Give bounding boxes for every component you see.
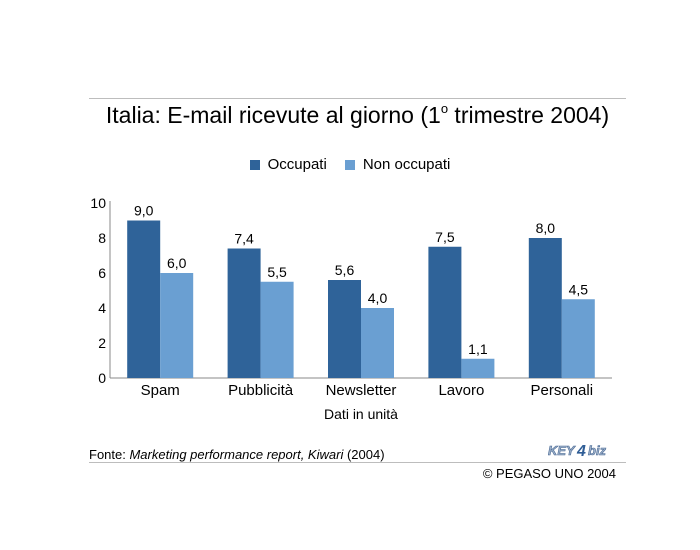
data-label: 7,4 [234, 231, 254, 247]
y-tick-label: 0 [98, 370, 106, 386]
category-label: Personali [531, 382, 594, 399]
data-label: 9,0 [134, 203, 154, 219]
legend-swatch-occupati [249, 160, 260, 170]
legend-label-occupati: Occupati [267, 156, 327, 173]
category-label: Pubblicità [228, 382, 294, 399]
svg-text:KEY: KEY [548, 443, 576, 458]
y-tick-label: 4 [98, 300, 106, 316]
data-label: 4,5 [569, 281, 589, 297]
legend-label-non-occupati: Non occupati [362, 156, 451, 173]
y-tick-label: 8 [98, 230, 106, 246]
svg-text:biz: biz [588, 443, 607, 458]
data-label: 8,0 [536, 220, 556, 236]
bottom-rule [89, 462, 626, 463]
source-note: Fonte: Marketing performance report, Kiw… [89, 447, 385, 462]
legend: Occupati Non occupati [0, 155, 700, 175]
legend-item-occupati: Occupati [249, 155, 327, 175]
bar-non-occupati [260, 281, 294, 378]
bar-non-occupati [361, 308, 394, 378]
bar-non-occupati [160, 273, 194, 378]
bar-chart: 0 2 4 6 8 10 9,0 6,0 Spam 7,4 5,5 Pubblicità 5,6 4,0 N… [90, 195, 612, 422]
category-label: Lavoro [438, 382, 484, 399]
key4biz-logo: KEY 4 biz [548, 443, 607, 460]
y-tick-label: 6 [98, 265, 106, 281]
bar-occupati [328, 280, 361, 378]
y-tick-label: 2 [98, 335, 106, 351]
data-label: 7,5 [435, 229, 455, 245]
bar-occupati [227, 248, 261, 378]
data-label: 1,1 [468, 341, 488, 357]
title-superscript: o [440, 101, 449, 116]
data-label: 5,5 [267, 264, 287, 280]
category-label: Spam [141, 382, 180, 399]
bar-occupati [528, 238, 562, 378]
copyright: © PEGASO UNO 2004 [482, 466, 616, 481]
source-title: Marketing performance report, Kiwari [129, 447, 344, 462]
data-label: 5,6 [335, 262, 355, 278]
top-rule [89, 98, 626, 99]
data-label: 6,0 [167, 255, 187, 271]
bar-occupati [127, 220, 161, 378]
bar-non-occupati [461, 358, 495, 378]
legend-item-non-occupati: Non occupati [344, 155, 451, 175]
chart-title: Italia: E-mail ricevute al giorno (1o tr… [105, 101, 610, 128]
bar-non-occupati [561, 299, 595, 378]
data-label: 4,0 [368, 290, 388, 306]
category-label: Newsletter [326, 382, 397, 399]
bar-occupati [428, 246, 462, 378]
svg-text:4: 4 [576, 443, 586, 460]
y-tick-label: 10 [90, 195, 106, 211]
x-axis-title: Dati in unità [324, 406, 398, 422]
legend-swatch-non-occupati [344, 160, 355, 170]
